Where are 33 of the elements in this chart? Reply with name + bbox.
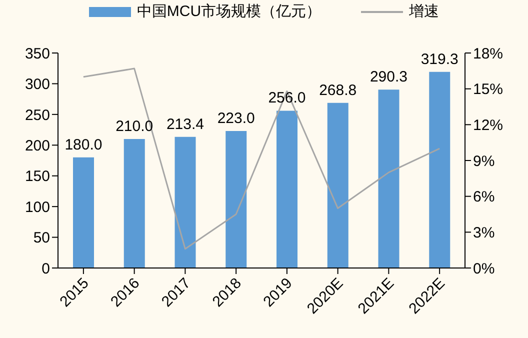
bar xyxy=(378,90,400,268)
y2-tick-label: 6% xyxy=(473,188,495,206)
y2-tick-label: 3% xyxy=(473,224,495,242)
y2-tick-label: 0% xyxy=(473,260,495,278)
y-tick-label: 200 xyxy=(24,137,50,154)
bar xyxy=(174,136,196,268)
y-tick-label: 250 xyxy=(24,106,50,124)
bar xyxy=(226,131,247,268)
y-tick-label: 300 xyxy=(24,76,50,94)
data-label: 256.0 xyxy=(268,90,306,107)
data-label: 268.8 xyxy=(319,82,357,99)
data-label: 223.0 xyxy=(217,110,255,128)
data-label: 180.0 xyxy=(64,136,102,154)
legend-label: 中国MCU市场规模（亿元） xyxy=(136,2,322,21)
bar xyxy=(429,72,450,268)
y2-tick-label: 15% xyxy=(473,81,504,98)
data-label: 210.0 xyxy=(116,118,154,135)
bar xyxy=(276,110,298,268)
data-label: 213.4 xyxy=(166,116,204,133)
data-label: 290.3 xyxy=(370,68,408,86)
bar xyxy=(327,102,348,268)
y-tick-label: 100 xyxy=(24,198,50,216)
y2-tick-label: 12% xyxy=(473,116,504,134)
data-label: 319.3 xyxy=(420,50,458,68)
y-tick-label: 0 xyxy=(42,260,50,278)
y-tick-label: 50 xyxy=(33,230,50,247)
y2-tick-label: 18% xyxy=(473,45,504,62)
y-tick-label: 350 xyxy=(24,45,50,62)
legend-label: 增速 xyxy=(409,2,440,21)
y-tick-label: 150 xyxy=(24,168,50,186)
bar xyxy=(73,157,94,268)
bar xyxy=(124,139,145,268)
y2-tick-label: 9% xyxy=(473,152,495,170)
